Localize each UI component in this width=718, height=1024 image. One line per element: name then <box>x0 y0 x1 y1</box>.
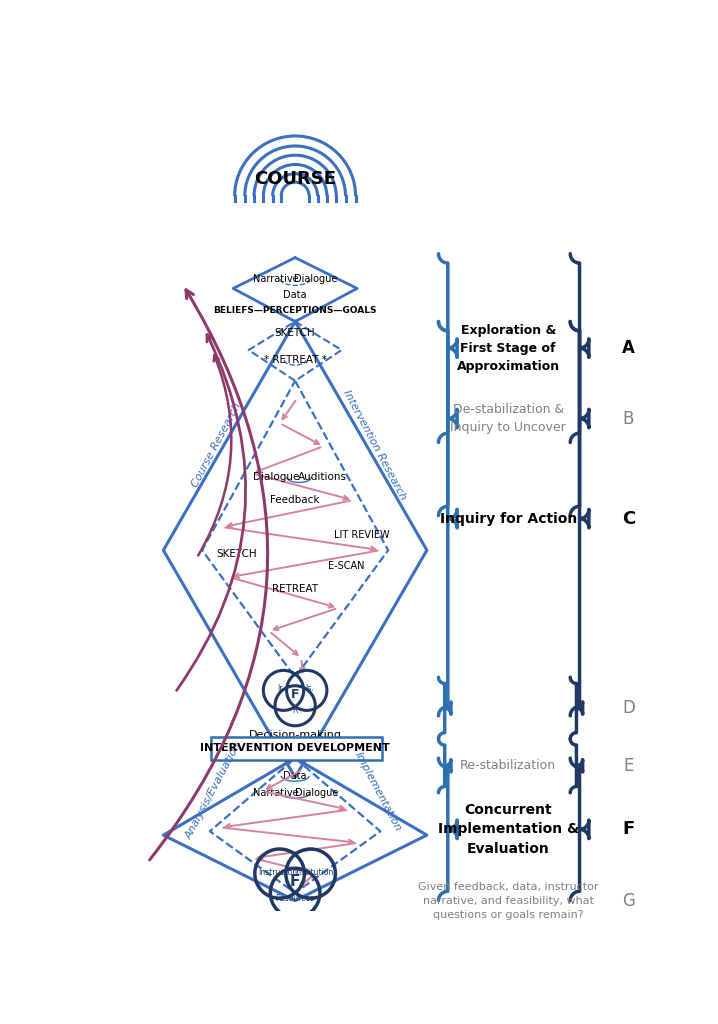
Text: Dialogue: Dialogue <box>295 787 338 798</box>
Text: SKETCH: SKETCH <box>217 549 257 559</box>
Text: Intervention Research: Intervention Research <box>342 388 409 502</box>
Text: Concurrent
Implementation &
Evaluation: Concurrent Implementation & Evaluation <box>438 803 579 856</box>
Text: Given feedback, data, instructor
narrative, and feasibility, what
questions or g: Given feedback, data, instructor narrati… <box>418 882 599 920</box>
Text: E-SCAN: E-SCAN <box>328 560 365 570</box>
Text: R: R <box>292 706 298 715</box>
Text: D: D <box>622 699 635 717</box>
Text: Decision-making: Decision-making <box>248 730 342 740</box>
Text: F: F <box>291 688 299 701</box>
Text: Data: Data <box>284 771 307 781</box>
Text: LIT REVIEW: LIT REVIEW <box>334 529 389 540</box>
Text: Institution: Institution <box>294 867 333 877</box>
Text: Exploration &
First Stage of
Approximation: Exploration & First Stage of Approximati… <box>457 324 560 373</box>
Text: Analysis/Evaluation: Analysis/Evaluation <box>184 741 243 842</box>
Text: Auditions: Auditions <box>298 472 347 482</box>
Text: Resources: Resources <box>276 894 314 903</box>
Text: Instructor: Instructor <box>258 867 295 877</box>
FancyBboxPatch shape <box>210 737 382 760</box>
Text: B: B <box>623 410 634 428</box>
Text: G: G <box>622 892 635 909</box>
Text: Dialogue: Dialogue <box>253 472 299 482</box>
Text: RETREAT: RETREAT <box>272 584 318 594</box>
Text: Implementation: Implementation <box>353 750 404 833</box>
Text: Course Research: Course Research <box>190 400 243 488</box>
FancyArrowPatch shape <box>149 290 268 860</box>
Text: C: C <box>622 510 635 527</box>
Text: Is.: Is. <box>304 684 313 693</box>
Text: * RETREAT *: * RETREAT * <box>264 355 327 365</box>
Text: BELIEFS—PERCEPTIONS—GOALS: BELIEFS—PERCEPTIONS—GOALS <box>213 306 377 315</box>
Text: Inquiry for Action: Inquiry for Action <box>439 512 577 525</box>
Text: Narrative: Narrative <box>253 787 299 798</box>
Text: Narrative: Narrative <box>253 274 299 285</box>
Text: Dialogue: Dialogue <box>294 274 337 285</box>
Text: A: A <box>622 339 635 357</box>
Text: COURSE: COURSE <box>254 170 336 188</box>
Text: Re-stabilization: Re-stabilization <box>460 760 556 772</box>
Text: INTERVENTION DEVELOPMENT: INTERVENTION DEVELOPMENT <box>200 743 390 753</box>
Text: SKETCH: SKETCH <box>275 328 315 338</box>
FancyArrowPatch shape <box>198 355 231 556</box>
Text: E: E <box>623 757 633 775</box>
Text: F: F <box>623 820 635 839</box>
Text: Feedback: Feedback <box>271 496 320 505</box>
Text: F: F <box>290 873 300 889</box>
Text: Data: Data <box>284 291 307 300</box>
Text: De-stabilization &
Inquiry to Uncover: De-stabilization & Inquiry to Uncover <box>450 403 566 434</box>
Text: Ir.: Ir. <box>278 684 285 693</box>
FancyArrowPatch shape <box>177 335 246 690</box>
